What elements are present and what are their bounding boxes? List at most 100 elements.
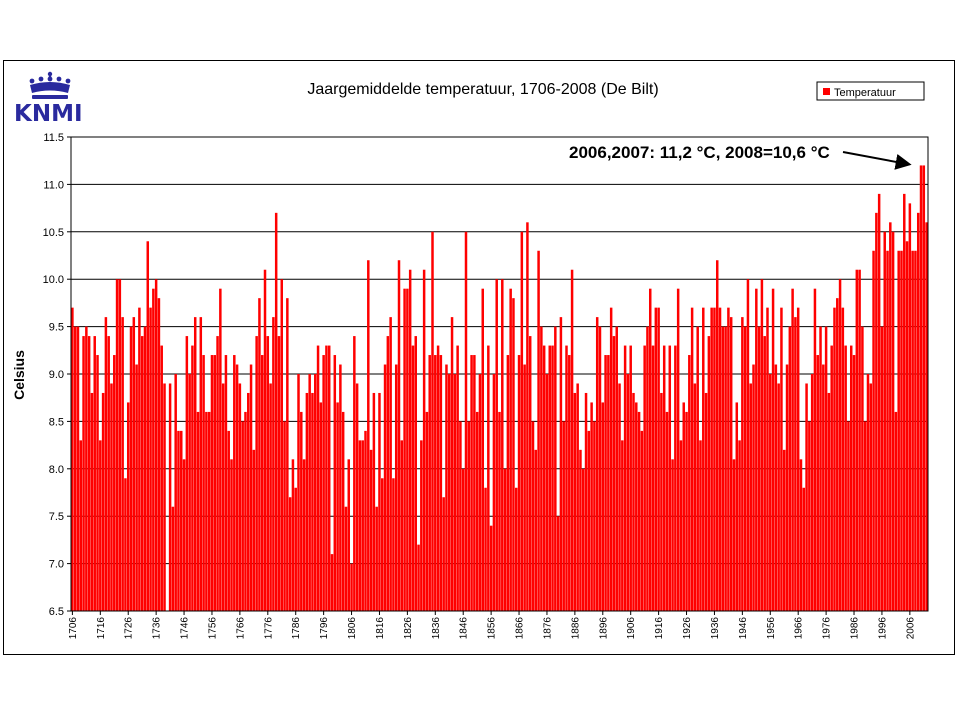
bar [894, 411, 898, 611]
x-tick-label: 1946 [738, 617, 749, 640]
bar [467, 421, 471, 611]
bar [866, 374, 870, 611]
bar [582, 468, 585, 611]
bar [205, 411, 208, 611]
bar [559, 317, 563, 611]
y-tick-label: 10.5 [43, 227, 64, 239]
y-tick-label: 11.5 [43, 132, 64, 144]
bar [381, 478, 384, 611]
bar [819, 326, 822, 611]
bar [565, 345, 568, 611]
bar [791, 288, 794, 611]
bar [861, 326, 864, 611]
bar [355, 383, 359, 611]
bar [216, 336, 219, 611]
bar [922, 165, 926, 611]
bar [769, 374, 772, 611]
bar [799, 459, 803, 611]
bar [442, 497, 445, 611]
x-tick-label: 1836 [431, 617, 442, 640]
bar [241, 421, 244, 611]
bar [406, 288, 409, 611]
bar [288, 497, 292, 611]
bar [512, 298, 515, 611]
bar [696, 326, 699, 611]
bar [333, 355, 337, 611]
y-tick-label: 9.5 [49, 322, 64, 334]
bar [657, 307, 660, 611]
bar [506, 355, 510, 611]
bar [283, 421, 286, 611]
bar [643, 345, 646, 611]
bar [344, 506, 348, 611]
bar [319, 402, 323, 611]
bar [618, 383, 621, 611]
y-axis: 6.5 7.0 7.5 8.0 8.5 9.0 9.5 10.0 10.5 11.0 11.5 [43, 132, 71, 618]
bar [782, 449, 786, 611]
bar [294, 487, 297, 611]
bar [718, 307, 722, 611]
bar [548, 345, 551, 611]
bar [79, 440, 83, 611]
bar [852, 355, 856, 611]
bar [104, 317, 108, 611]
bar [704, 392, 708, 611]
bar [456, 345, 459, 611]
bar [671, 459, 674, 611]
bar [101, 392, 105, 611]
bar [235, 364, 239, 611]
y-axis-label: Celsius [11, 350, 27, 400]
bar [322, 355, 325, 611]
bar [805, 383, 808, 611]
x-tick-label: 1966 [794, 617, 805, 640]
bar [674, 345, 677, 611]
bar [364, 430, 367, 611]
bar [883, 231, 886, 612]
bar [325, 345, 328, 611]
bar [780, 307, 783, 611]
bar [746, 279, 750, 611]
x-axis: 1706 1716 1726 1736 1746 1756 1766 1776 1786 1796… [68, 611, 916, 639]
bar [367, 260, 370, 611]
bar [207, 411, 211, 611]
bar [389, 317, 392, 611]
bar [199, 317, 203, 611]
bar [568, 355, 571, 611]
bar [869, 383, 873, 611]
bar [534, 449, 538, 611]
bar [676, 288, 680, 611]
bar [138, 307, 141, 611]
bar [378, 392, 381, 611]
bar [85, 326, 88, 611]
x-tick-label: 1716 [96, 617, 107, 640]
bar [545, 374, 549, 611]
bar [314, 374, 317, 611]
bar [648, 288, 652, 611]
x-tick-label: 1926 [682, 617, 693, 640]
bar [785, 364, 789, 611]
y-tick-label: 7.0 [49, 559, 64, 571]
bar [277, 336, 281, 611]
bar [824, 326, 828, 611]
bar [640, 430, 644, 611]
bar [665, 411, 669, 611]
legend-label: Temperatuur [834, 87, 896, 99]
bar [350, 563, 353, 611]
bar [626, 374, 630, 611]
bar [274, 212, 278, 611]
bar [459, 421, 462, 611]
bar [386, 336, 390, 611]
bar [219, 288, 222, 611]
bar [760, 279, 764, 611]
bar [124, 478, 127, 611]
bar [495, 279, 498, 611]
bar [99, 440, 102, 611]
bar [341, 411, 345, 611]
bar [556, 516, 560, 611]
bar [300, 411, 303, 611]
x-tick-label: 1996 [877, 617, 888, 640]
bar [777, 383, 780, 611]
bar [375, 506, 378, 611]
bar [182, 459, 186, 611]
bar [73, 326, 77, 611]
